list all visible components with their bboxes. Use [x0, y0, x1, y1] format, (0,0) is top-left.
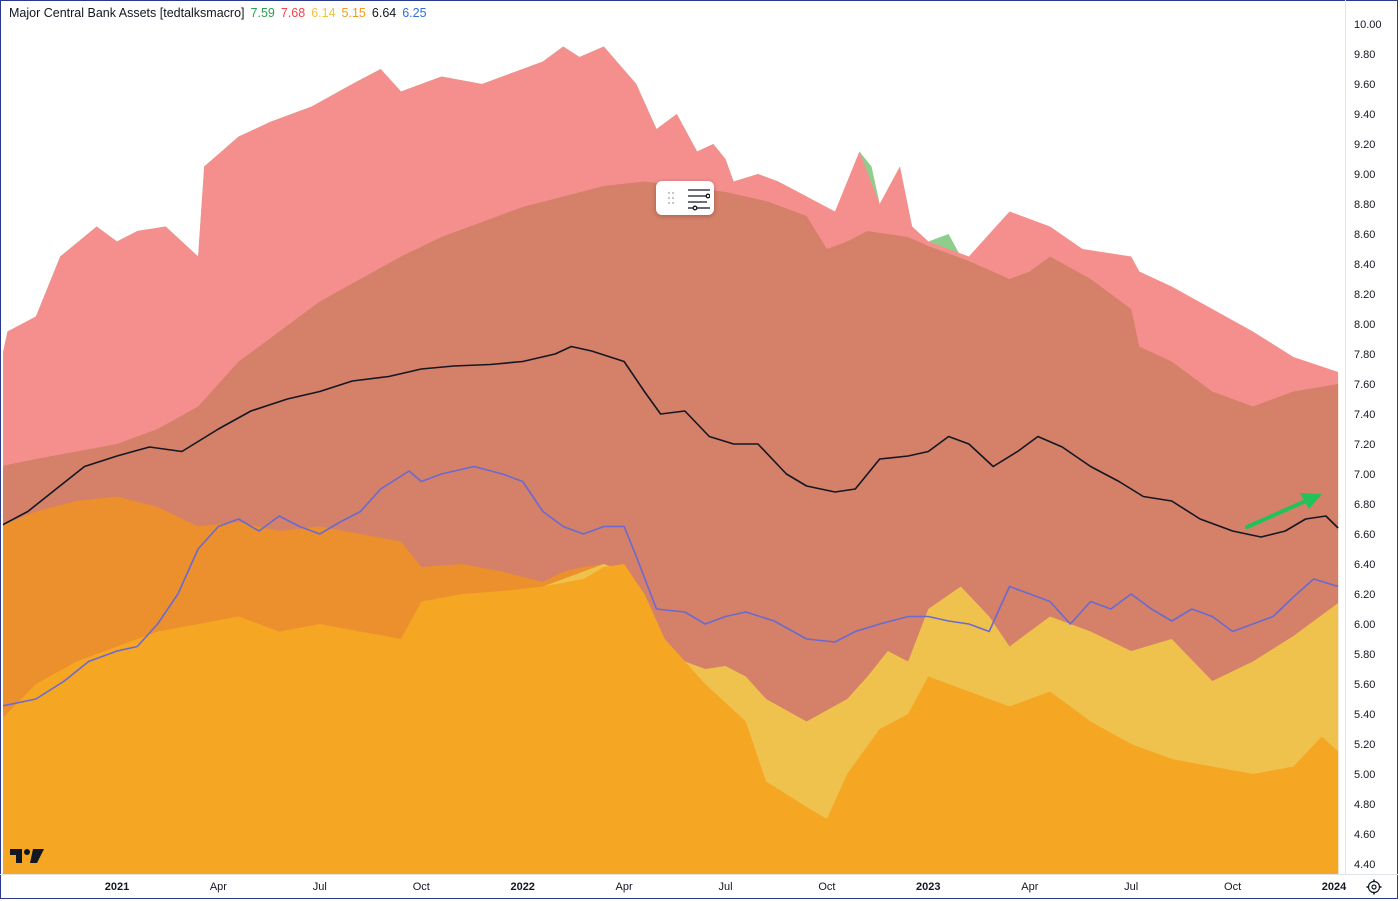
x-tick-label: Apr [210, 881, 227, 893]
y-tick-label: 9.20 [1354, 139, 1375, 151]
y-tick-label: 8.60 [1354, 229, 1375, 241]
indicator-title[interactable]: Major Central Bank Assets [tedtalksmacro… [9, 6, 245, 20]
object-tree-button[interactable] [656, 181, 714, 215]
x-tick-label: Oct [413, 881, 430, 893]
y-tick-label: 8.80 [1354, 199, 1375, 211]
y-tick-label: 5.80 [1354, 649, 1375, 661]
line-series-7 [3, 465, 1339, 707]
x-tick-label: Apr [1021, 881, 1038, 893]
legend-value-red: 7.68 [280, 6, 306, 20]
y-tick-label: 4.80 [1354, 799, 1375, 811]
area-series-5 [3, 564, 1339, 874]
legend-value-black: 6.64 [371, 6, 397, 20]
y-tick-label: 5.40 [1354, 709, 1375, 721]
y-tick-label: 5.60 [1354, 679, 1375, 691]
y-tick-label: 10.00 [1354, 19, 1382, 31]
y-tick-label: 7.20 [1354, 439, 1375, 451]
y-tick-label: 6.60 [1354, 529, 1375, 541]
area-series-group [3, 46, 1339, 874]
y-tick-label: 7.60 [1354, 379, 1375, 391]
x-tick-label: Oct [1224, 881, 1241, 893]
y-tick-label: 5.20 [1354, 739, 1375, 751]
trend-arrow-annotation [1245, 493, 1322, 529]
y-tick-label: 9.00 [1354, 169, 1375, 181]
y-tick-label: 6.00 [1354, 619, 1375, 631]
y-tick-label: 4.40 [1354, 859, 1375, 871]
x-tick-label: Jul [1124, 881, 1138, 893]
chart-legend: Major Central Bank Assets [tedtalksmacro… [9, 6, 427, 20]
x-tick-label: 2022 [510, 881, 534, 893]
x-tick-label: Apr [616, 881, 633, 893]
gear-icon[interactable] [1366, 879, 1382, 895]
y-tick-label: 8.20 [1354, 289, 1375, 301]
x-tick-label: Oct [818, 881, 835, 893]
settings-sliders-icon [668, 189, 710, 211]
price-axis[interactable]: 10.00 9.80 9.60 9.40 9.20 9.00 8.80 8.60 8.40 8.2… [1354, 19, 1382, 871]
x-tick-label: Jul [718, 881, 732, 893]
x-tick-label: 2021 [105, 881, 129, 893]
time-axis[interactable]: 2021 Apr Jul Oct 2022 Apr Jul Oct 2023 Apr Jul Oct 2… [105, 881, 1347, 893]
y-tick-label: 9.80 [1354, 49, 1375, 61]
y-tick-label: 6.20 [1354, 589, 1375, 601]
legend-value-blue: 6.25 [402, 6, 427, 20]
x-tick-label: Jul [313, 881, 327, 893]
legend-value-yellow: 6.14 [311, 6, 336, 20]
y-tick-label: 9.40 [1354, 109, 1375, 121]
y-tick-label: 4.60 [1354, 829, 1375, 841]
y-tick-label: 6.40 [1354, 559, 1375, 571]
y-tick-label: 6.80 [1354, 499, 1375, 511]
y-tick-label: 7.00 [1354, 469, 1375, 481]
x-tick-label: 2024 [1322, 881, 1347, 893]
x-tick-label: 2023 [916, 881, 940, 893]
tradingview-logo-icon[interactable] [10, 846, 44, 864]
y-tick-label: 9.60 [1354, 79, 1375, 91]
legend-value-green: 7.59 [250, 6, 275, 20]
y-tick-label: 8.40 [1354, 259, 1375, 271]
y-tick-label: 7.40 [1354, 409, 1375, 421]
legend-value-orange: 5.15 [341, 6, 366, 20]
y-tick-label: 5.00 [1354, 769, 1375, 781]
y-tick-label: 7.80 [1354, 349, 1375, 361]
y-tick-label: 8.00 [1354, 319, 1375, 331]
line-series-6 [3, 345, 1339, 538]
